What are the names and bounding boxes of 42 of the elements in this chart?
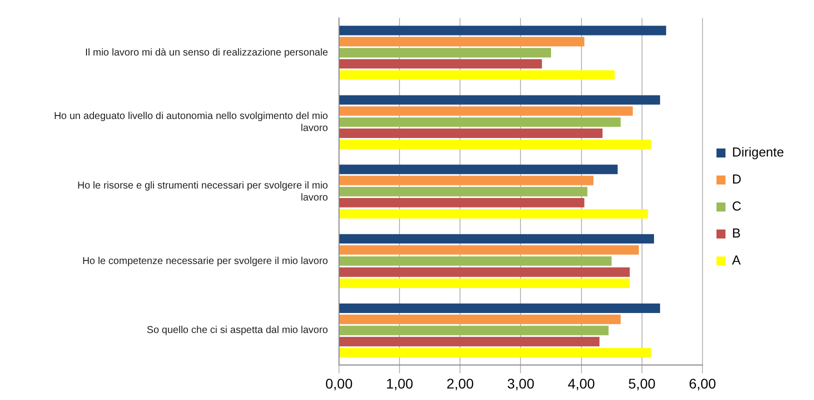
- bar: [340, 245, 639, 255]
- bar: [340, 314, 621, 324]
- bar: [340, 256, 612, 266]
- bar: [340, 336, 600, 346]
- bar: [340, 304, 660, 313]
- bar: [340, 164, 618, 174]
- x-tick-label: 0,00: [325, 375, 353, 392]
- bar: [340, 95, 660, 105]
- x-tick-label: 5,00: [628, 375, 656, 392]
- y-tick-label: Il mio lavoro mi dà un senso di realizzazione personale: [85, 47, 328, 58]
- x-tick-label: 4,00: [568, 375, 596, 392]
- bar: [340, 234, 654, 244]
- legend-label: Dirigente: [732, 144, 784, 160]
- legend-label: A: [732, 252, 741, 268]
- bar: [340, 117, 621, 127]
- bar: [340, 326, 609, 336]
- legend-label: D: [732, 172, 742, 187]
- bar: [340, 209, 648, 219]
- x-tick-label: 6,00: [688, 375, 716, 392]
- bar: [340, 59, 542, 69]
- y-tick-label: Ho le risorse e gli strumenti necessari per svolgere il mio lavoro: [77, 180, 328, 204]
- bar: [340, 186, 588, 196]
- bar: [340, 348, 651, 358]
- bar: [340, 106, 633, 116]
- legend-label: B: [732, 226, 741, 241]
- bar: [340, 70, 615, 80]
- bar: [340, 267, 630, 277]
- x-tick-label: 3,00: [507, 375, 535, 392]
- y-tick-label: Ho le competenze necessarie per svolgere il mio lavoro: [82, 256, 328, 267]
- bar: [340, 198, 584, 208]
- bar: [340, 48, 552, 58]
- bar: [340, 176, 594, 186]
- x-tick-label: 2,00: [446, 375, 474, 392]
- bar: [340, 140, 651, 150]
- bar: [340, 278, 630, 288]
- bar: [340, 26, 666, 36]
- bar: [340, 36, 584, 46]
- legend-label: C: [732, 198, 742, 214]
- bar: [340, 128, 603, 138]
- x-tick-label: 1,00: [386, 375, 414, 392]
- y-tick-label: Ho un adeguato livello di autonomia nello svolgimento del mio lavoro: [54, 110, 328, 134]
- y-tick-label: So quello che ci si aspetta dal mio lavoro: [146, 325, 328, 336]
